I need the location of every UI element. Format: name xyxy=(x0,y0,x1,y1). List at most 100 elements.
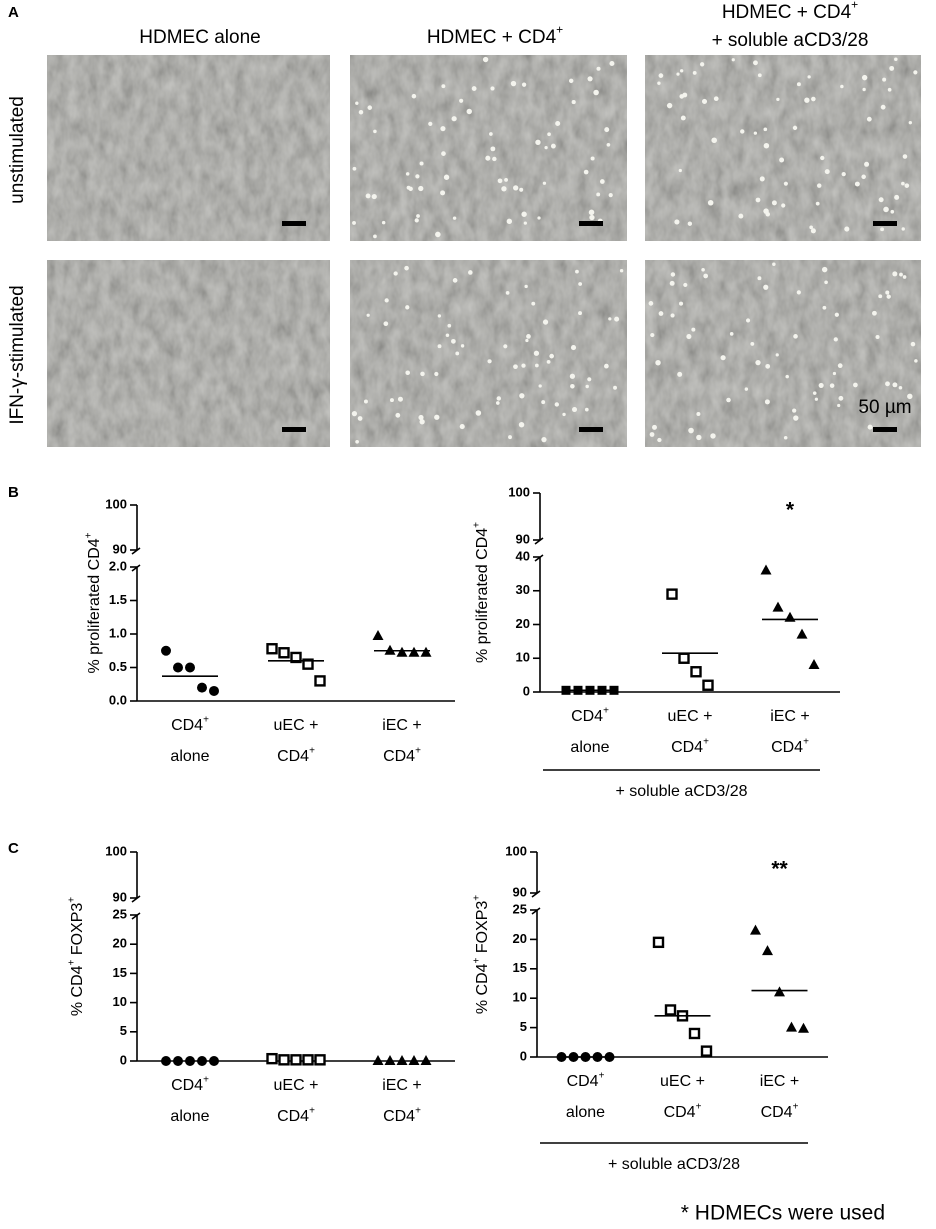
cell xyxy=(677,371,683,377)
cell xyxy=(415,174,420,179)
point xyxy=(652,936,665,949)
cell xyxy=(619,268,624,273)
cell xyxy=(875,334,880,340)
x-tick-label: CD4+ xyxy=(383,745,421,765)
cell xyxy=(898,385,903,390)
cell xyxy=(437,344,442,349)
cell xyxy=(892,382,898,388)
cell xyxy=(670,313,675,318)
x-tick-label: alone xyxy=(566,1104,605,1121)
cell xyxy=(832,371,837,376)
cell xyxy=(521,363,526,368)
cell xyxy=(759,176,765,182)
cell xyxy=(418,414,424,421)
text-span: + xyxy=(203,1074,209,1085)
y-tick-label: 10 xyxy=(113,994,127,1009)
cell xyxy=(726,397,731,403)
cell xyxy=(589,214,595,221)
y-tick-label: 1.0 xyxy=(109,625,127,640)
x-tick-label: CD4+ xyxy=(761,1101,799,1121)
cell xyxy=(886,294,891,299)
y-tick-label: 20 xyxy=(516,616,530,631)
micrograph-texture xyxy=(645,260,921,447)
cell xyxy=(838,395,844,401)
point xyxy=(314,675,326,687)
cell xyxy=(821,266,828,273)
cell xyxy=(783,435,788,440)
cell xyxy=(792,125,798,131)
cell xyxy=(814,397,818,401)
cell xyxy=(447,323,452,328)
cell xyxy=(393,271,398,276)
y-tick-label: 15 xyxy=(513,960,527,975)
x-tick-label: uEC + xyxy=(274,717,319,734)
y-tick-label: 10 xyxy=(513,990,527,1005)
cell xyxy=(844,226,850,232)
cell xyxy=(587,76,593,82)
x-tick-label: iEC + xyxy=(760,1073,800,1090)
cell xyxy=(614,316,620,322)
cell xyxy=(854,181,860,187)
cell xyxy=(550,143,556,149)
text-span: + xyxy=(599,1070,605,1081)
cell xyxy=(575,269,579,274)
text-span: CD4 xyxy=(383,748,415,765)
cell xyxy=(866,116,872,122)
text-span: CD4 xyxy=(567,1073,599,1090)
y-tick-label: 0 xyxy=(523,683,530,698)
micrograph-texture xyxy=(47,55,330,241)
cell xyxy=(809,225,813,230)
point xyxy=(772,601,784,612)
point xyxy=(290,651,302,664)
cell xyxy=(562,412,566,417)
cell xyxy=(434,414,440,420)
text-span: % proliferated CD4 xyxy=(474,528,491,663)
cell xyxy=(901,181,905,186)
cell xyxy=(824,169,830,175)
cell xyxy=(771,200,777,206)
x-tick-label: CD4+ xyxy=(571,705,609,725)
cell xyxy=(414,218,419,223)
cell xyxy=(910,341,916,347)
axis-break xyxy=(131,547,141,555)
cell xyxy=(420,371,425,377)
text-span: uEC + xyxy=(274,1077,319,1094)
cell xyxy=(578,282,583,286)
point xyxy=(408,646,420,657)
text-span: CD4 xyxy=(571,708,603,725)
text-span: CD4 xyxy=(761,1104,793,1121)
cell xyxy=(519,393,525,399)
cell xyxy=(452,216,457,220)
text-span: % proliferated CD4 xyxy=(86,538,103,673)
cell xyxy=(902,154,908,159)
micrograph-texture xyxy=(47,260,330,447)
text-span: HDMEC + CD4 xyxy=(722,2,852,23)
cell xyxy=(710,433,716,439)
cell xyxy=(878,294,883,299)
text-span: iEC + xyxy=(382,717,422,734)
point xyxy=(408,1055,420,1065)
cell xyxy=(904,183,910,188)
cell xyxy=(824,280,828,285)
cell xyxy=(902,275,907,279)
cell xyxy=(745,318,751,323)
y-tick-label: 25 xyxy=(513,901,527,916)
x-tick-label: uEC + xyxy=(660,1073,705,1090)
cell xyxy=(738,213,744,219)
cell xyxy=(837,363,843,369)
cell xyxy=(395,412,401,418)
cell xyxy=(404,265,409,271)
cell xyxy=(867,424,873,430)
x-tick-label: CD4+ xyxy=(771,736,809,756)
point xyxy=(796,628,808,639)
point xyxy=(798,1022,809,1033)
cell xyxy=(352,166,357,171)
point xyxy=(372,630,384,641)
panel-label: C xyxy=(8,840,19,857)
cell xyxy=(437,314,442,318)
cell xyxy=(546,359,551,364)
cell xyxy=(885,290,890,295)
point xyxy=(278,1054,290,1066)
cell xyxy=(355,439,359,444)
cell xyxy=(487,359,492,364)
